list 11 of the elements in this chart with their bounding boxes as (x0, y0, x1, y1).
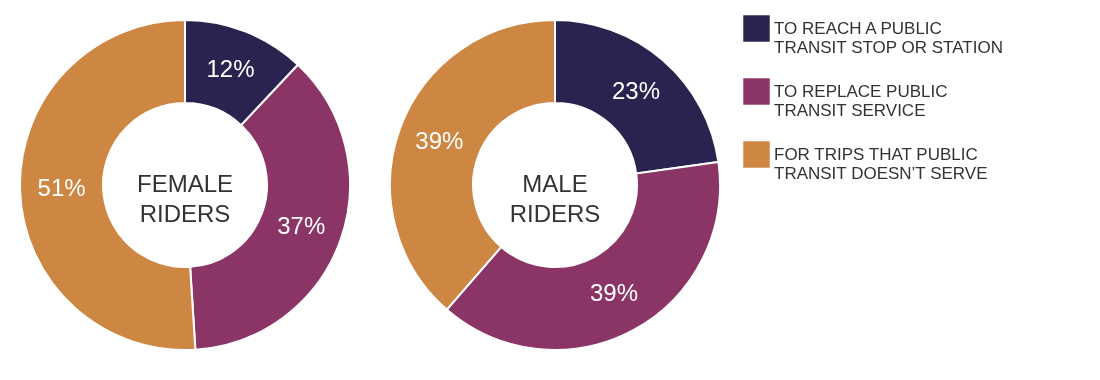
legend-label: TO REACH A PUBLIC TRANSIT STOP OR STATION (774, 18, 1003, 57)
data-label: 12% (206, 55, 255, 83)
data-label: 39% (589, 278, 638, 306)
data-label: 51% (37, 173, 86, 201)
text: MALE RIDERS (509, 170, 601, 227)
legend-label: FOR TRIPS THAT PUBLIC TRANSIT DOESN’T SERVE (774, 144, 988, 183)
data-label: 37% (277, 211, 326, 239)
text: FEMALE RIDERS (136, 170, 234, 227)
legend-label: TO REPLACE PUBLIC TRANSIT SERVICE (774, 81, 948, 120)
data-label: 23% (611, 76, 661, 104)
data-label: 39% (415, 126, 464, 154)
